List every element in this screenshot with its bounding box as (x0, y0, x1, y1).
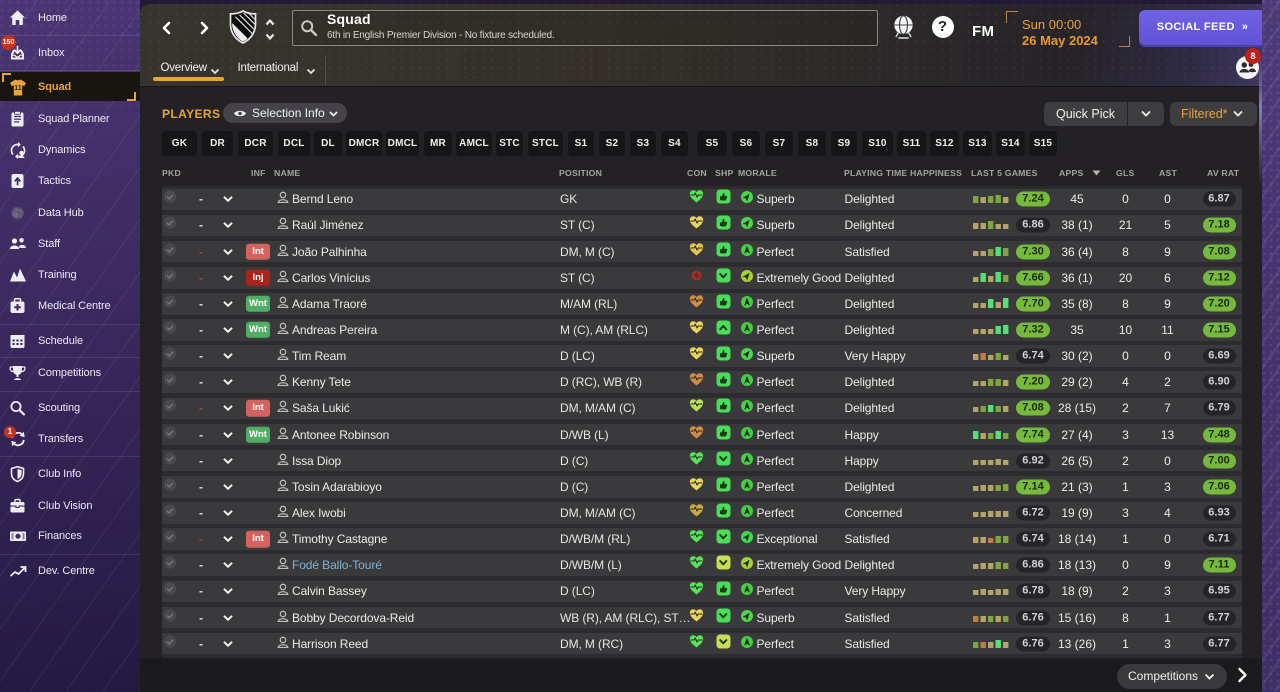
svg-text:11: 11 (14, 85, 22, 92)
